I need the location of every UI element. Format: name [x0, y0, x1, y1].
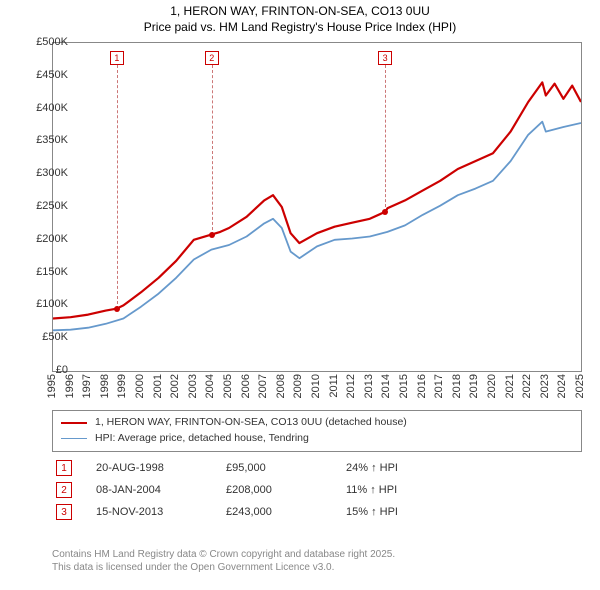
x-tick-label: 2014: [380, 374, 392, 398]
legend-swatch: [61, 422, 87, 424]
x-tick-label: 2006: [240, 374, 252, 398]
events-table: 1 20-AUG-1998£95,00024% ↑ HPI 2 08-JAN-2004…: [52, 460, 582, 526]
series-price_paid: [53, 82, 581, 318]
x-tick-label: 2020: [486, 374, 498, 398]
legend-label: 1, HERON WAY, FRINTON-ON-SEA, CO13 0UU (…: [95, 415, 407, 431]
legend-row: HPI: Average price, detached house, Tend…: [61, 431, 573, 447]
event-date: 15-NOV-2013: [96, 506, 226, 518]
event-row: 1 20-AUG-1998£95,00024% ↑ HPI: [52, 460, 582, 476]
x-tick-label: 2015: [398, 374, 410, 398]
x-tick-label: 2000: [134, 374, 146, 398]
event-price: £243,000: [226, 506, 346, 518]
x-tick-label: 2003: [187, 374, 199, 398]
x-tick-label: 2025: [574, 374, 586, 398]
event-date: 08-JAN-2004: [96, 484, 226, 496]
x-tick-label: 2016: [416, 374, 428, 398]
event-badge: 1: [56, 460, 72, 476]
chart-title: 1, HERON WAY, FRINTON-ON-SEA, CO13 0UU P…: [0, 0, 600, 35]
x-tick-label: 2001: [152, 374, 164, 398]
y-tick-label: £100K: [24, 298, 68, 310]
x-tick-label: 2002: [169, 374, 181, 398]
x-tick-label: 2007: [257, 374, 269, 398]
x-tick-label: 2009: [292, 374, 304, 398]
y-tick-label: £50K: [24, 331, 68, 343]
title-line-2: Price paid vs. HM Land Registry's House …: [0, 20, 600, 36]
x-tick-label: 2023: [539, 374, 551, 398]
y-tick-label: £200K: [24, 233, 68, 245]
event-row: 2 08-JAN-2004£208,00011% ↑ HPI: [52, 482, 582, 498]
legend: 1, HERON WAY, FRINTON-ON-SEA, CO13 0UU (…: [52, 410, 582, 452]
event-marker-dot: [382, 209, 388, 215]
x-tick-label: 1999: [116, 374, 128, 398]
title-line-1: 1, HERON WAY, FRINTON-ON-SEA, CO13 0UU: [0, 4, 600, 20]
x-tick-label: 2019: [468, 374, 480, 398]
x-tick-label: 2022: [521, 374, 533, 398]
event-vline: [212, 65, 213, 235]
x-tick-label: 2018: [451, 374, 463, 398]
event-vline: [117, 65, 118, 309]
event-date: 20-AUG-1998: [96, 462, 226, 474]
y-tick-label: £250K: [24, 200, 68, 212]
event-marker-box: 3: [378, 51, 392, 65]
event-row: 3 15-NOV-2013£243,00015% ↑ HPI: [52, 504, 582, 520]
x-tick-label: 2021: [504, 374, 516, 398]
legend-label: HPI: Average price, detached house, Tend…: [95, 431, 309, 447]
event-marker-dot: [114, 306, 120, 312]
event-marker-box: 2: [205, 51, 219, 65]
x-tick-label: 2008: [275, 374, 287, 398]
chart-plot-area: 1 2 3: [52, 42, 582, 372]
footer-line-1: Contains HM Land Registry data © Crown c…: [52, 548, 582, 561]
y-tick-label: £500K: [24, 36, 68, 48]
x-tick-label: 2017: [433, 374, 445, 398]
event-price: £95,000: [226, 462, 346, 474]
event-vline: [385, 65, 386, 212]
event-price: £208,000: [226, 484, 346, 496]
event-diff: 11% ↑ HPI: [346, 484, 397, 496]
x-tick-label: 2011: [328, 374, 340, 398]
y-tick-label: £350K: [24, 134, 68, 146]
x-tick-label: 2012: [345, 374, 357, 398]
event-badge: 3: [56, 504, 72, 520]
footer-line-2: This data is licensed under the Open Gov…: [52, 561, 582, 574]
y-tick-label: £150K: [24, 266, 68, 278]
x-tick-label: 2024: [556, 374, 568, 398]
legend-row: 1, HERON WAY, FRINTON-ON-SEA, CO13 0UU (…: [61, 415, 573, 431]
x-tick-label: 1998: [99, 374, 111, 398]
x-tick-label: 2013: [363, 374, 375, 398]
legend-swatch: [61, 438, 87, 439]
y-tick-label: £450K: [24, 69, 68, 81]
y-tick-label: £400K: [24, 102, 68, 114]
footer: Contains HM Land Registry data © Crown c…: [52, 548, 582, 574]
x-tick-label: 1996: [64, 374, 76, 398]
event-badge: 2: [56, 482, 72, 498]
event-marker-dot: [209, 232, 215, 238]
chart-container: 1, HERON WAY, FRINTON-ON-SEA, CO13 0UU P…: [0, 0, 600, 590]
x-tick-label: 2010: [310, 374, 322, 398]
event-marker-box: 1: [110, 51, 124, 65]
x-tick-label: 1995: [46, 374, 58, 398]
chart-svg: [53, 43, 581, 371]
x-tick-label: 1997: [81, 374, 93, 398]
event-diff: 24% ↑ HPI: [346, 462, 398, 474]
event-diff: 15% ↑ HPI: [346, 506, 398, 518]
x-tick-label: 2004: [204, 374, 216, 398]
y-tick-label: £300K: [24, 167, 68, 179]
x-tick-label: 2005: [222, 374, 234, 398]
